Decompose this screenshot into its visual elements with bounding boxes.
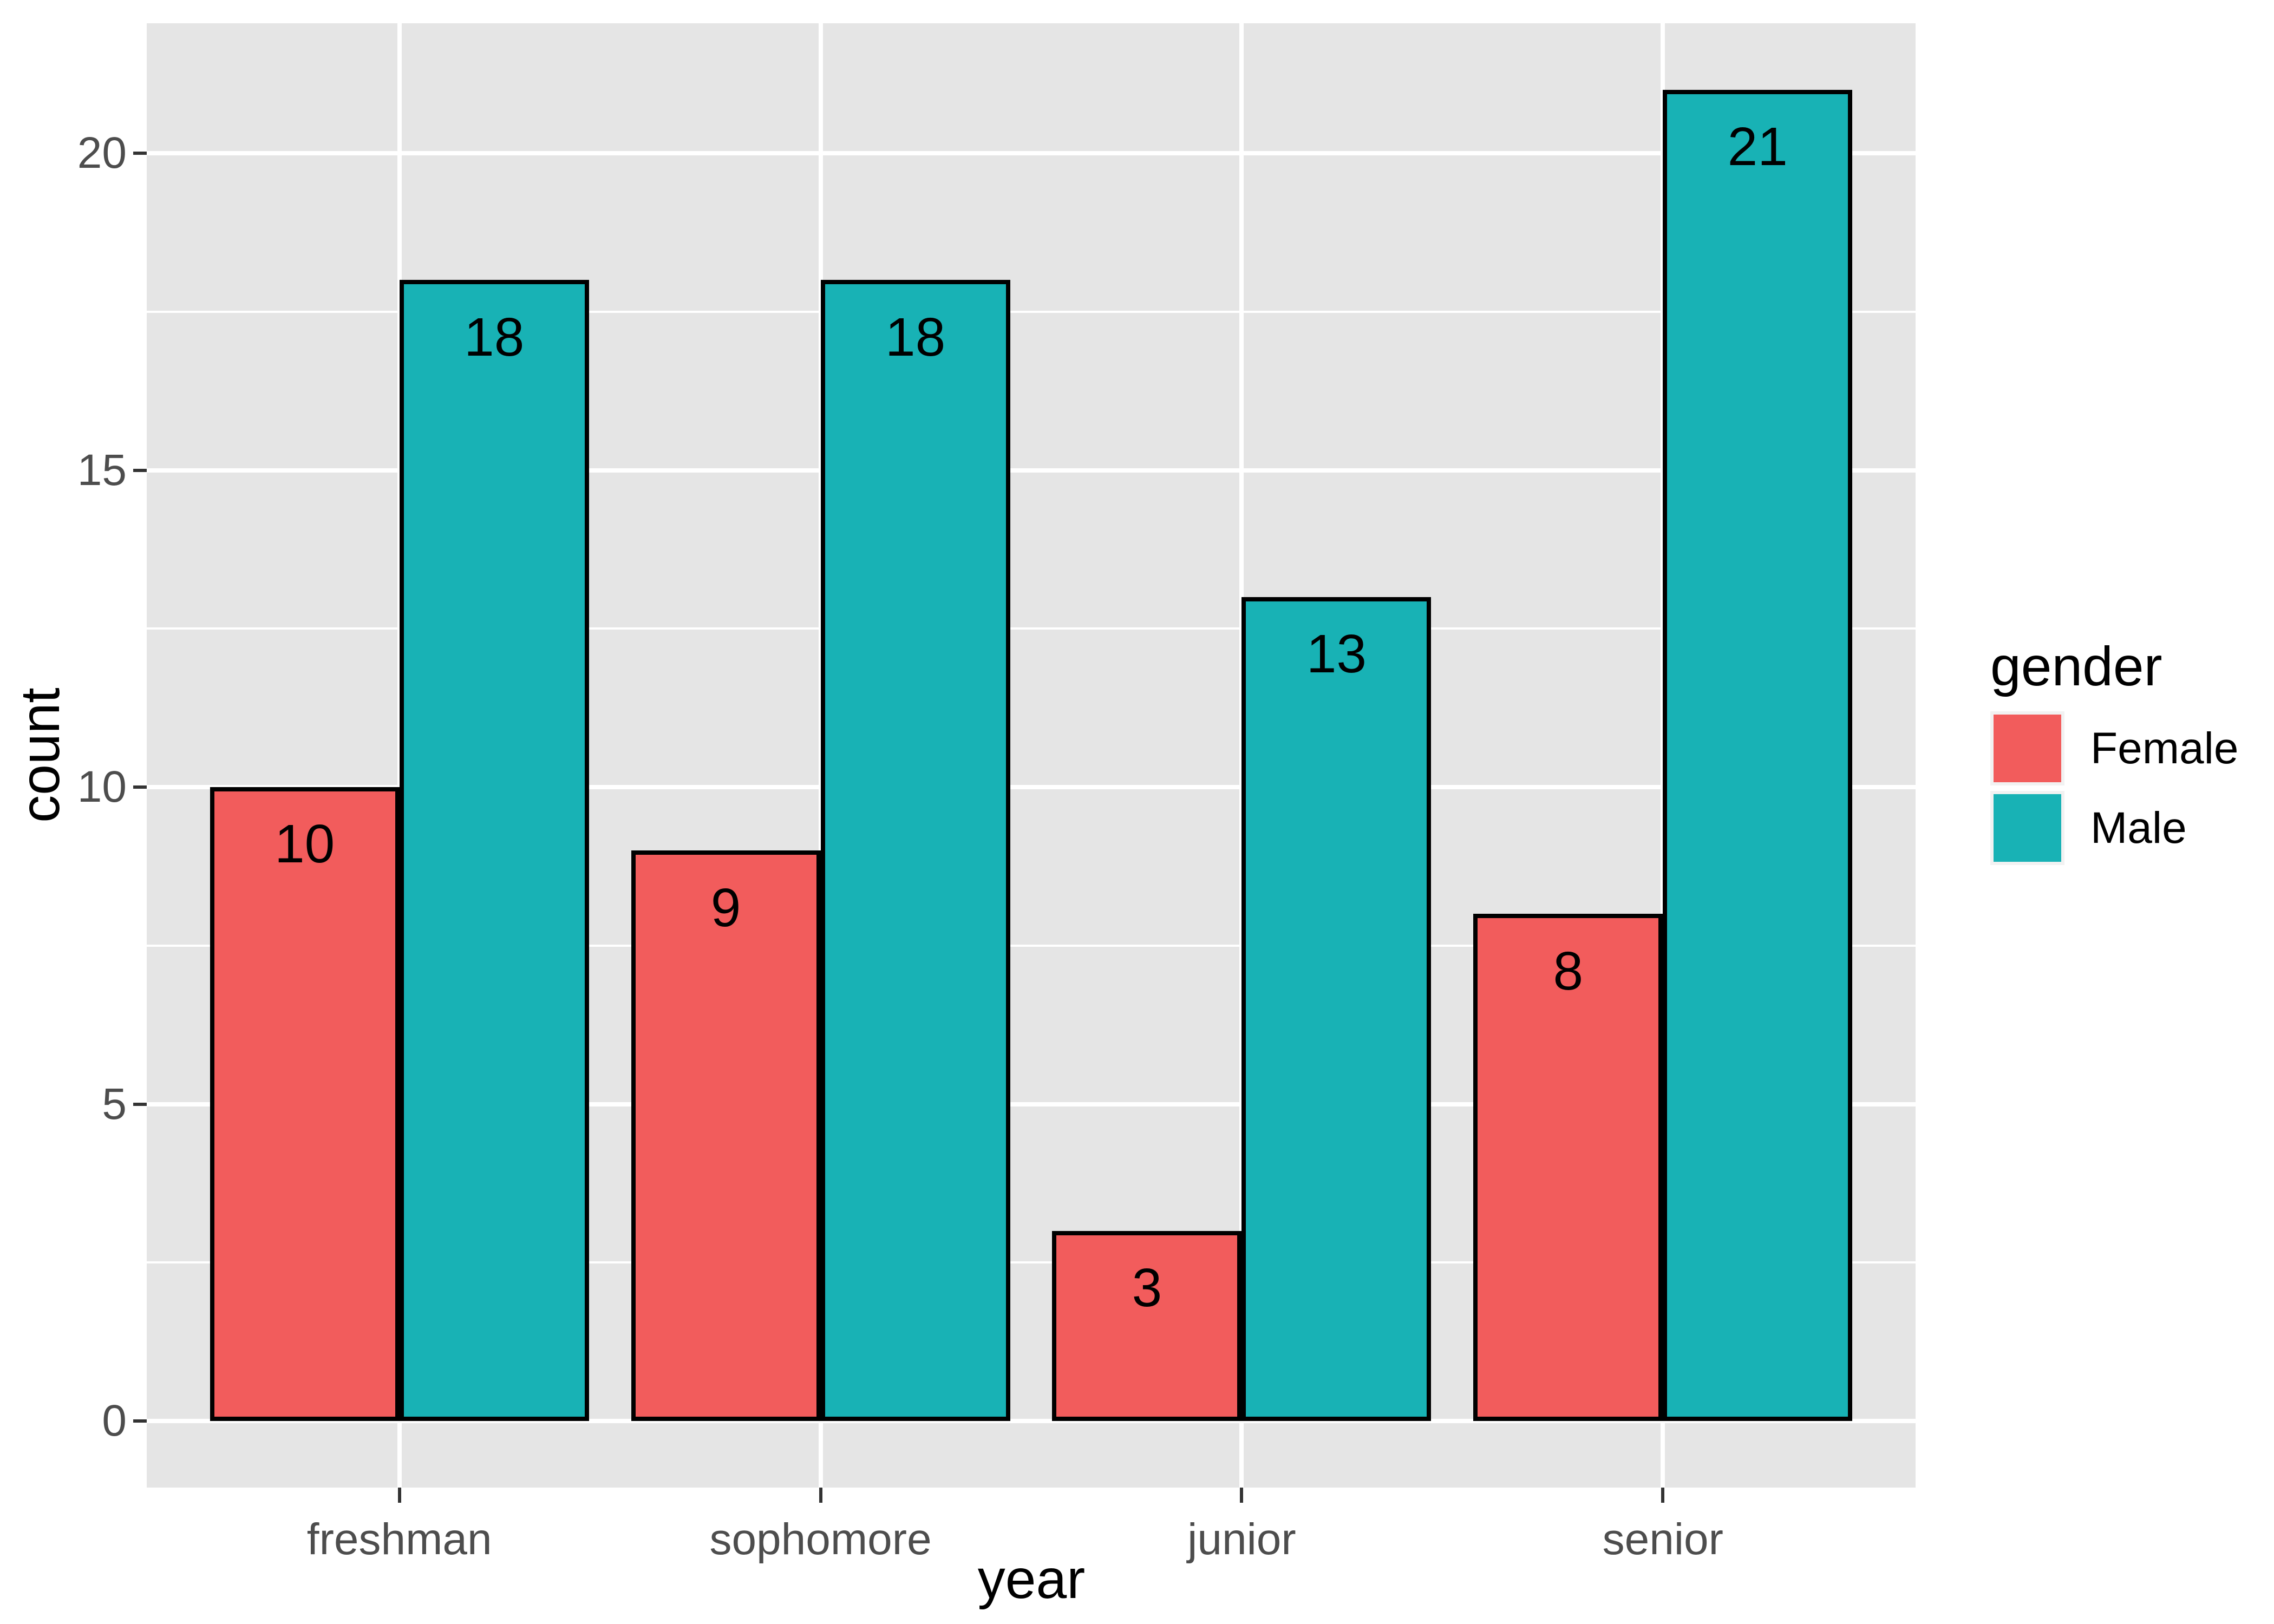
bar-junior-male	[1241, 597, 1432, 1422]
legend-title: gender	[1990, 636, 2162, 697]
legend-swatch-female	[1994, 715, 2061, 782]
legend-items: Female Male	[1990, 711, 2272, 865]
x-tick-mark-sophomore	[819, 1488, 822, 1503]
bar-value-label-senior-male: 21	[1727, 116, 1788, 178]
x-tick-mark-junior	[1240, 1488, 1244, 1503]
x-tick-mark-senior	[1661, 1488, 1665, 1503]
bar-value-label-junior-female: 3	[1132, 1258, 1162, 1319]
y-tick-mark-15	[133, 468, 147, 472]
x-axis-title: year	[977, 1548, 1086, 1610]
legend-label-female: Female	[2090, 723, 2239, 773]
gridline-major-y-15	[147, 468, 1916, 473]
x-tick-label-sophomore: sophomore	[709, 1515, 932, 1564]
gridline-major-y-0	[147, 1419, 1916, 1424]
x-tick-label-senior: senior	[1602, 1515, 1723, 1564]
y-tick-mark-0	[133, 1419, 147, 1423]
legend-key-male	[1990, 791, 2064, 865]
gridline-minor-y-12.5	[147, 627, 1916, 630]
y-tick-label-0: 0	[102, 1396, 127, 1446]
gridline-major-y-10	[147, 785, 1916, 790]
gridline-minor-y-17.5	[147, 310, 1916, 313]
bar-value-label-sophomore-female: 9	[710, 877, 741, 938]
bar-value-label-junior-male: 13	[1306, 624, 1367, 685]
plot-panel: 10 9 3 8 18 18 13 21	[147, 23, 1916, 1488]
y-tick-label-5: 5	[102, 1079, 127, 1129]
bar-freshman-male	[399, 280, 589, 1422]
y-tick-label-20: 20	[77, 128, 127, 178]
bar-freshman-female	[210, 787, 400, 1422]
y-tick-mark-10	[133, 785, 147, 789]
bar-sophomore-female	[631, 850, 821, 1422]
gridline-minor-y-2.5	[147, 1261, 1916, 1264]
y-axis-title: count	[9, 687, 71, 823]
bar-senior-female	[1473, 914, 1663, 1422]
legend-label-male: Male	[2090, 803, 2187, 853]
bar-value-label-senior-female: 8	[1553, 940, 1584, 1001]
legend-key-female	[1990, 711, 2064, 785]
x-tick-mark-freshman	[397, 1488, 401, 1503]
y-tick-label-10: 10	[77, 762, 127, 812]
legend: gender Female Male	[1990, 639, 2272, 870]
y-tick-mark-5	[133, 1102, 147, 1106]
bar-senior-male	[1663, 89, 1853, 1422]
gridline-major-y-20	[147, 151, 1916, 156]
y-tick-mark-20	[133, 152, 147, 155]
x-tick-label-junior: junior	[1187, 1515, 1296, 1564]
legend-item-female: Female	[1990, 711, 2272, 785]
gridline-minor-y-7.5	[147, 944, 1916, 947]
x-tick-label-freshman: freshman	[306, 1515, 492, 1564]
bar-value-label-freshman-male: 18	[464, 306, 525, 368]
legend-swatch-male	[1994, 794, 2061, 862]
bar-junior-female	[1052, 1230, 1242, 1422]
bar-value-label-freshman-female: 10	[275, 814, 335, 875]
legend-item-male: Male	[1990, 791, 2272, 865]
bar-value-label-sophomore-male: 18	[885, 306, 946, 368]
gridline-major-y-5	[147, 1102, 1916, 1106]
bar-sophomore-male	[820, 280, 1010, 1422]
y-tick-label-15: 15	[77, 445, 127, 495]
